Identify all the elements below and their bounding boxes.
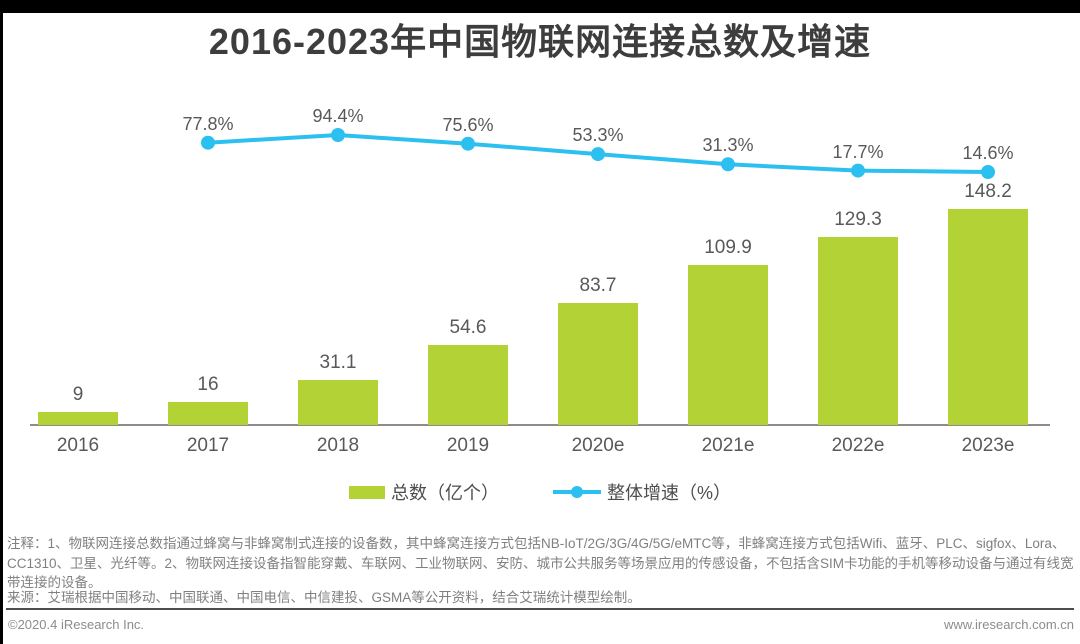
- legend-growth-label: 整体增速（%）: [606, 483, 731, 503]
- x-axis-line: [30, 424, 1050, 426]
- legend-total-label: 总数（亿个）: [390, 483, 499, 503]
- x-tick-2020e: 2020e: [571, 435, 625, 456]
- bar-2020e: [558, 303, 638, 425]
- footer-divider: [6, 608, 1074, 610]
- bar-2022e: [818, 237, 898, 425]
- line-swatch-icon: [552, 485, 601, 499]
- bar-2018: [298, 380, 378, 425]
- x-tick-2023e: 2023e: [961, 435, 1015, 456]
- growth-point-2017: [201, 135, 215, 150]
- x-tick-2021e: 2021e: [701, 435, 755, 456]
- copyright-text: ©2020.4 iResearch Inc.: [8, 617, 145, 632]
- growth-label-2023e: 14.6%: [962, 143, 1014, 163]
- bar-2016: [38, 412, 118, 425]
- x-tick-2017: 2017: [186, 435, 230, 456]
- bar-2017: [168, 402, 248, 425]
- bar-swatch-icon: [348, 485, 385, 499]
- growth-label-2017: 77.8%: [182, 113, 234, 134]
- bar-2023e: [948, 209, 1028, 425]
- legend: 总数（亿个） 整体增速（%）: [0, 479, 1080, 505]
- bar-value-2021e: 109.9: [704, 237, 752, 258]
- growth-label-2019: 75.6%: [442, 114, 494, 135]
- bar-value-2019: 54.6: [449, 317, 487, 338]
- top-edge-bar: [0, 0, 1080, 13]
- bar-value-2018: 31.1: [319, 352, 357, 373]
- page-title: 2016-2023年中国物联网连接总数及增速: [208, 21, 872, 62]
- bar-2021e: [688, 265, 768, 425]
- x-tick-2019: 2019: [446, 435, 490, 456]
- x-tick-2016: 2016: [56, 435, 100, 456]
- growth-label-2022e: 17.7%: [832, 141, 884, 162]
- bar-value-2020e: 83.7: [579, 275, 617, 296]
- growth-point-2019: [461, 136, 475, 151]
- growth-label-2020e: 53.3%: [572, 125, 624, 146]
- growth-point-2021e: [721, 157, 735, 172]
- x-tick-2022e: 2022e: [831, 435, 885, 456]
- source-text: 来源：艾瑞根据中国移动、中国联通、中国电信、中信建投、GSMA等公开资料，结合艾…: [7, 590, 641, 605]
- growth-point-2023e: [981, 165, 995, 179]
- bar-value-2023e: 148.2: [964, 181, 1012, 202]
- bar-value-2017: 16: [197, 374, 219, 395]
- legend-item-growth: 整体增速（%）: [552, 479, 731, 505]
- growth-point-2022e: [851, 163, 865, 178]
- website-link: www.iresearch.com.cn: [943, 617, 1074, 632]
- growth-label-2018: 94.4%: [312, 106, 364, 126]
- left-edge-bar: [0, 0, 3, 644]
- growth-point-2020e: [591, 147, 605, 162]
- bar-value-2022e: 129.3: [834, 209, 882, 230]
- legend-item-total: 总数（亿个）: [348, 479, 499, 505]
- x-tick-2018: 2018: [316, 435, 360, 456]
- bar-2019: [428, 345, 508, 425]
- bar-value-2016: 9: [72, 384, 84, 405]
- growth-label-2021e: 31.3%: [702, 135, 754, 156]
- footnote-text: 注释：1、物联网连接总数指通过蜂窝与非蜂窝制式连接的设备数，其中蜂窝连接方式包括…: [7, 536, 1074, 590]
- growth-point-2018: [331, 128, 345, 142]
